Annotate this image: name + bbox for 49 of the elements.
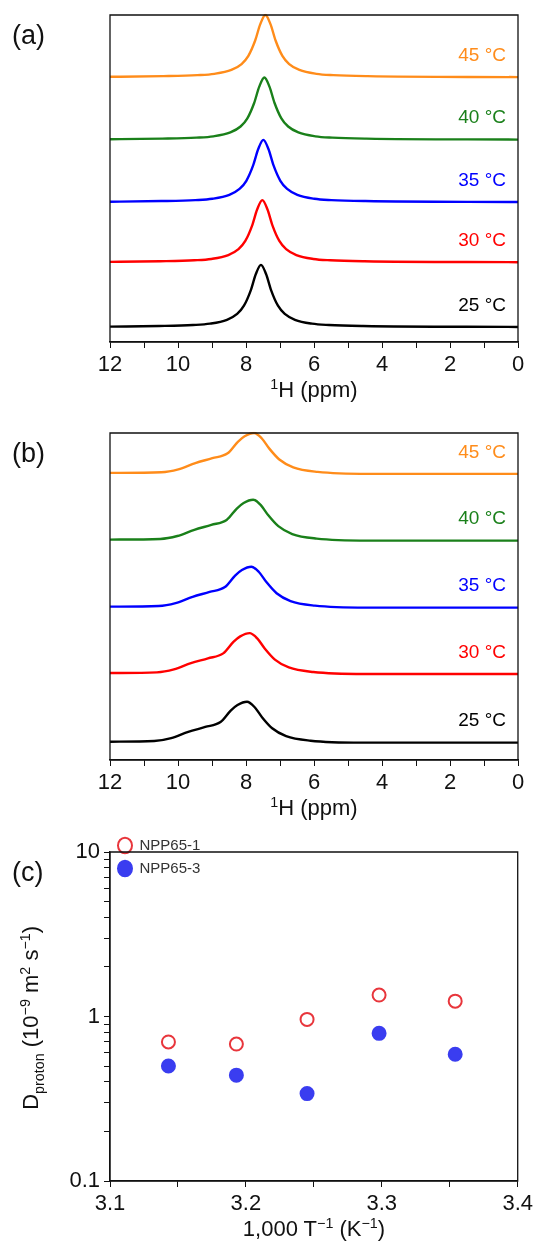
legend-label: NPP65-3: [139, 858, 201, 876]
x-axis-title: $^{1}$H (ppm): [269, 376, 359, 404]
x-tick-label: 2: [443, 351, 457, 377]
x-tick-label: 6: [307, 769, 321, 795]
chart-title: (b): [12, 437, 45, 468]
x-tick-label: 3.4: [502, 1190, 534, 1216]
point: [160, 1058, 176, 1074]
point: [299, 1086, 315, 1102]
chart-title: (c): [12, 856, 44, 887]
point: [371, 1025, 387, 1041]
x-tick-label: 3.2: [230, 1190, 262, 1216]
series-label: 30 °C: [458, 228, 506, 250]
x-tick-label: 2: [443, 769, 457, 795]
series-label: 40 °C: [458, 106, 506, 128]
y-tick-label: 0.1: [69, 1167, 100, 1193]
series-label: 35 °C: [458, 168, 506, 190]
x-tick-label: 0: [511, 351, 525, 377]
x-tick-label: 3.3: [366, 1190, 398, 1216]
y-tick-label: 1: [87, 1002, 100, 1028]
point: [447, 1046, 463, 1062]
x-axis-title: 1,000 T$^{−1}$ (K$^{−1}$): [241, 1215, 387, 1243]
point: [228, 1067, 244, 1083]
x-tick-label: 0: [511, 769, 525, 795]
x-tick-label: 10: [165, 351, 191, 377]
series-label: 45 °C: [458, 440, 506, 462]
series-label: 25 °C: [458, 293, 506, 315]
series-label: 45 °C: [458, 43, 506, 65]
series-label: 40 °C: [458, 507, 506, 529]
x-tick-label: 4: [375, 351, 389, 377]
point: [371, 987, 387, 1003]
point: [160, 1034, 176, 1050]
point: [228, 1036, 244, 1052]
x-tick-label: 3.1: [94, 1190, 126, 1216]
point: [447, 993, 463, 1009]
series-label: 35 °C: [458, 574, 506, 596]
x-tick-label: 8: [239, 769, 253, 795]
x-tick-label: 4: [375, 769, 389, 795]
x-tick-label: 6: [307, 351, 321, 377]
series-label: 30 °C: [458, 640, 506, 662]
point: [299, 1011, 315, 1027]
chart-title: (a): [12, 19, 45, 50]
legend-label: NPP65-1: [139, 835, 201, 853]
x-axis-title: $^{1}$H (ppm): [269, 794, 359, 822]
x-tick-label: 10: [165, 769, 191, 795]
x-tick-label: 12: [97, 769, 123, 795]
y-tick-label: 10: [75, 838, 100, 864]
x-tick-label: 8: [239, 351, 253, 377]
series-label: 25 °C: [458, 709, 506, 731]
x-tick-label: 12: [97, 351, 123, 377]
